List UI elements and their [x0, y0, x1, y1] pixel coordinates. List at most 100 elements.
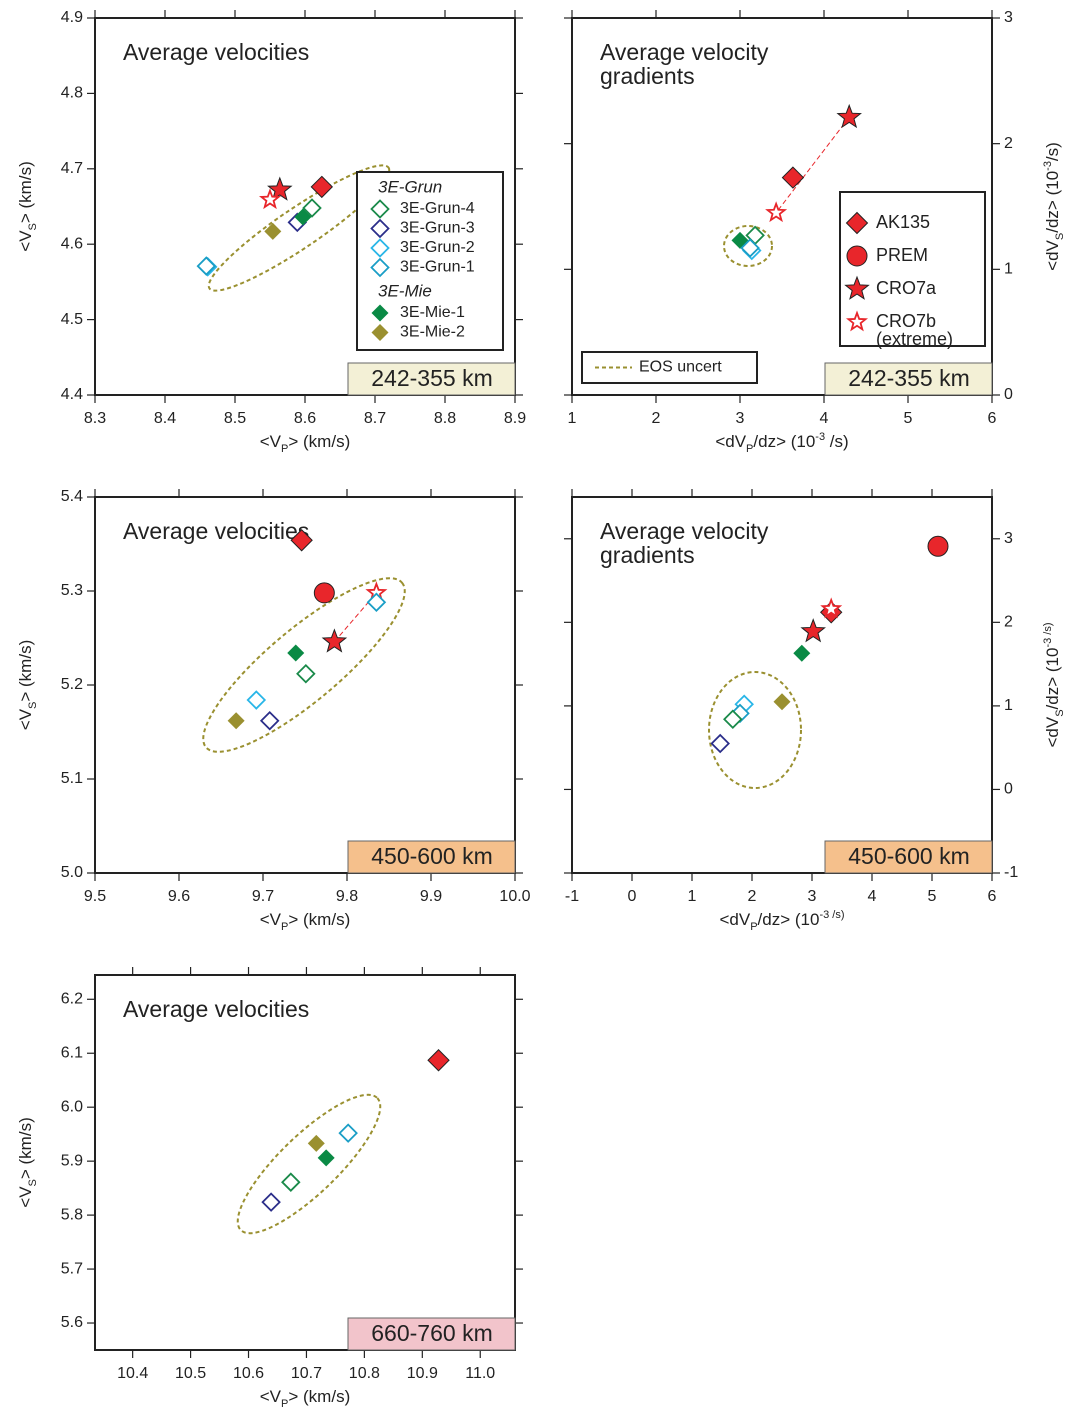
- data-point: [836, 103, 862, 129]
- x-tick-label: 3: [808, 888, 817, 905]
- axis-label-part: P: [281, 1398, 288, 1410]
- axis-label-part: <dV: [715, 432, 746, 451]
- axis-label-part: P: [281, 921, 288, 933]
- x-tick-label: 4: [820, 410, 829, 427]
- data-point: [427, 1049, 450, 1072]
- axis-label-part: /dz> (10: [753, 432, 815, 451]
- depth-box: [824, 840, 993, 874]
- x-tick-label: 9.8: [336, 888, 358, 905]
- data-point: [287, 644, 305, 662]
- plot-frame: [571, 496, 993, 874]
- legend-marker: [845, 211, 869, 235]
- y-tick-label: 6.0: [61, 1098, 83, 1115]
- data-point: [740, 238, 760, 258]
- y-tick-label: 5.2: [61, 676, 83, 693]
- axis-label-part: S: [27, 223, 39, 230]
- data-point: [290, 529, 313, 552]
- axis-label: <dVP/dz> (10-3 /s): [719, 909, 844, 933]
- axis-label-part: S: [27, 702, 39, 709]
- data-point: [307, 1134, 325, 1152]
- axis-label-part: <dV: [1043, 239, 1062, 270]
- data-point: [820, 597, 843, 619]
- y-tick-label: 5.0: [61, 864, 83, 881]
- legend-label: 3E-Grun-1: [400, 259, 475, 276]
- legend-marker: [371, 304, 389, 322]
- x-tick-label: 10.0: [499, 888, 530, 905]
- eos-uncertainty: [723, 225, 773, 267]
- data-point: [296, 663, 316, 684]
- eos-uncertainty: [236, 1093, 382, 1235]
- y-tick-label: 5.7: [61, 1260, 83, 1277]
- data-point: [302, 198, 322, 218]
- axis-label-part: P: [281, 443, 288, 455]
- data-point: [765, 201, 788, 223]
- depth-label: 450-600 km: [848, 843, 969, 869]
- x-tick-label: 8.6: [294, 410, 316, 427]
- y-tick-label: 2: [1004, 614, 1013, 631]
- axis-label-part: -3 /s): [819, 909, 844, 921]
- axis-label: <VS> (km/s): [16, 640, 38, 730]
- panel-title: Average velocities: [123, 39, 309, 65]
- data-point: [927, 535, 949, 557]
- x-tick-label: 10.7: [291, 1365, 322, 1382]
- axis-label-part: /s): [1043, 142, 1062, 161]
- y-tick-label: 1: [1004, 261, 1013, 278]
- data-point: [321, 628, 348, 653]
- plot-frame: [94, 974, 516, 1351]
- x-tick-label: 8.7: [364, 410, 386, 427]
- axis-label-part: <V: [260, 1387, 282, 1406]
- data-point: [800, 618, 826, 643]
- axis-label-part: -3 /s): [1042, 622, 1054, 647]
- x-tick-label: 11.0: [465, 1365, 495, 1382]
- x-tick-label: 2: [652, 410, 661, 427]
- y-tick-label: 4.8: [61, 85, 83, 102]
- axis-label-part: /dz> (10: [1043, 171, 1062, 233]
- legend-marker: [845, 310, 869, 332]
- eos-legend-label: EOS uncert: [639, 359, 722, 376]
- axis-label-part: <V: [260, 432, 282, 451]
- x-tick-label: 8.8: [434, 410, 456, 427]
- y-tick-label: 3: [1004, 530, 1013, 547]
- axis-label-part: <V: [16, 708, 35, 730]
- x-tick-label: 2: [748, 888, 757, 905]
- data-point: [246, 690, 267, 710]
- y-tick-label: 5.3: [61, 582, 83, 599]
- data-point: [294, 208, 312, 226]
- data-point: [781, 166, 805, 189]
- y-tick-label: 4.4: [61, 386, 83, 403]
- data-point: [267, 176, 293, 201]
- eos-uncertainty: [207, 164, 391, 292]
- x-tick-label: 10.8: [349, 1365, 380, 1382]
- plot-frame: [571, 17, 993, 396]
- axis-label: <VS> (km/s): [16, 1117, 38, 1207]
- x-tick-label: 9.6: [168, 888, 190, 905]
- x-tick-label: 1: [568, 410, 577, 427]
- axis-label-part: -3: [1042, 161, 1054, 171]
- depth-box: [347, 362, 516, 396]
- x-tick-label: 6: [988, 410, 997, 427]
- legend-marker: [371, 324, 389, 341]
- legend-label: PREM: [876, 245, 928, 265]
- data-point: [793, 644, 811, 662]
- axis-label-part: /dz> (10: [1043, 648, 1062, 710]
- legend-group: 3E-Grun: [378, 177, 442, 196]
- axis-label: <dVS/dz> (10-3/s): [1042, 142, 1066, 271]
- axis-label: <VS> (km/s): [16, 161, 38, 251]
- data-point: [264, 222, 282, 240]
- legend-marker: [370, 218, 390, 239]
- link-line: [334, 592, 377, 643]
- data-point: [366, 592, 387, 613]
- legend-marker: [370, 199, 390, 219]
- y-tick-label: 0: [1004, 781, 1013, 798]
- axis-label: <VP> (km/s): [260, 910, 350, 932]
- plot-frame: [94, 17, 516, 396]
- y-tick-label: 5.4: [61, 488, 83, 505]
- depth-label: 242-355 km: [848, 365, 969, 391]
- data-point: [281, 1172, 301, 1192]
- panel-title: Average velocities: [123, 996, 309, 1022]
- axis-label-part: <dV: [1043, 716, 1062, 747]
- x-tick-label: 8.5: [224, 410, 246, 427]
- axis-label-part: <V: [260, 910, 282, 929]
- x-tick-label: 0: [628, 888, 637, 905]
